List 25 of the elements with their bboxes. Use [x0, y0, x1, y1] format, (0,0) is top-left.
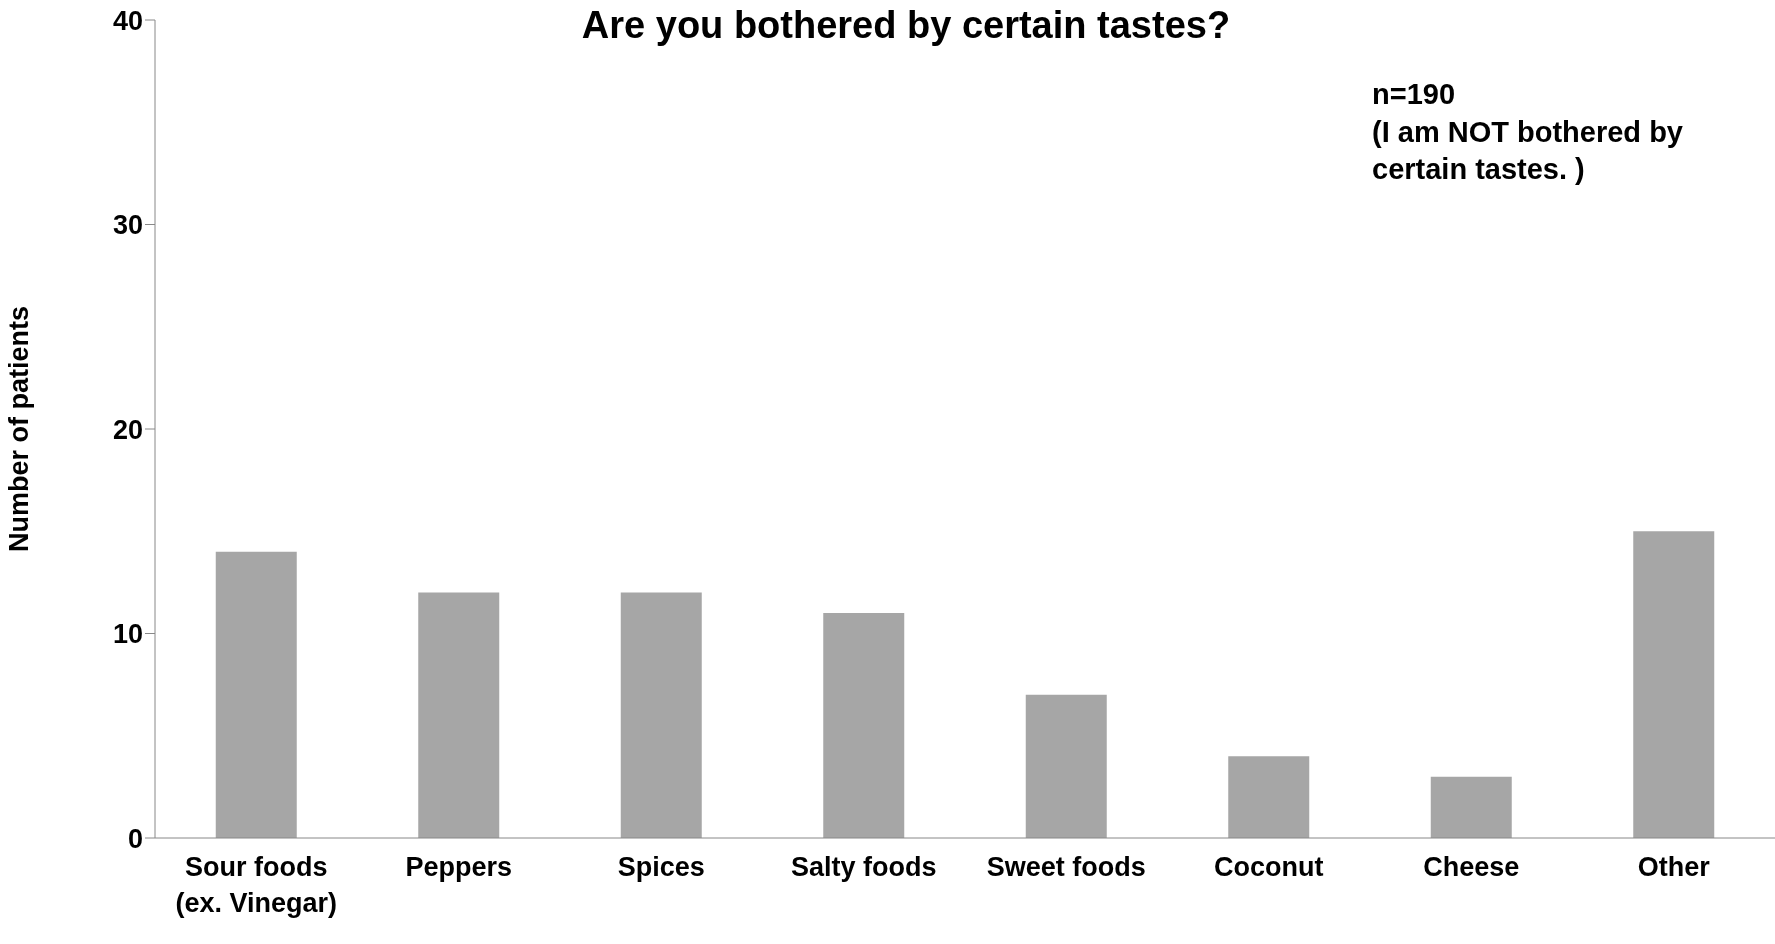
bar — [1633, 531, 1715, 838]
bar — [620, 592, 702, 838]
annotation: n=190 — [1372, 77, 1457, 112]
x-tick-label: Peppers — [405, 852, 513, 882]
x-tick-label: Other — [1637, 852, 1711, 882]
x-tick-label: Spices — [617, 852, 705, 882]
bar — [1228, 756, 1310, 838]
bar — [1025, 694, 1107, 838]
y-tick-label: 0 — [127, 823, 143, 854]
y-tick-label: 10 — [112, 619, 143, 650]
bar — [215, 551, 297, 838]
x-tick-label: Sour foods (ex. Vinegar) — [175, 852, 338, 918]
chart-title: Are you bothered by certain tastes? — [581, 4, 1231, 47]
y-tick-label: 40 — [112, 5, 143, 36]
y-tick-label: 30 — [112, 210, 143, 241]
x-tick-label: Coconut — [1214, 852, 1324, 882]
bar — [418, 592, 500, 838]
y-tick-label: 20 — [112, 414, 143, 445]
y-axis-title: Number of patients — [3, 305, 34, 553]
bar — [823, 613, 905, 838]
annotation: (I am NOT bothered by certain tastes. ) — [1372, 114, 1684, 188]
x-tick-label: Sweet foods — [986, 852, 1146, 882]
bar — [1430, 776, 1512, 838]
x-tick-label: Salty foods — [790, 852, 937, 882]
x-tick-label: Cheese — [1423, 852, 1520, 882]
